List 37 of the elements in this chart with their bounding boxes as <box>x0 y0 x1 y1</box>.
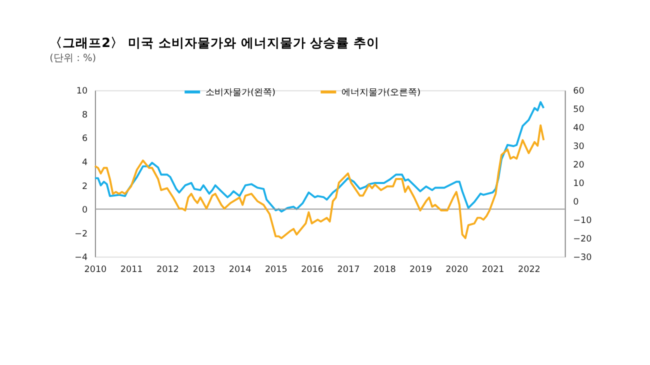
y2-tick-label: 20 <box>573 160 585 171</box>
y2-tick-label: 0 <box>573 198 580 208</box>
chart-title: 〈그래프2〉 미국 소비자물가와 에너지물가 상승률 추이 <box>50 35 380 50</box>
y-tick-label: 10 <box>76 86 88 97</box>
legend-label: 에너지물가(오른쪽) <box>342 88 421 98</box>
y-tick-label: 6 <box>82 134 88 144</box>
y-tick-label: 2 <box>82 182 88 192</box>
x-tick-label: 2010 <box>84 264 108 275</box>
x-tick-label: 2017 <box>337 264 360 275</box>
chart-subtitle: (단위 : %) <box>50 52 96 64</box>
line-series <box>94 101 545 212</box>
y2-tick-label: 10 <box>573 179 585 190</box>
y2-tick-label: −10 <box>573 216 592 226</box>
x-tick-label: 2015 <box>264 264 288 275</box>
y2-tick-label: 40 <box>573 124 585 134</box>
x-tick-label: 2018 <box>373 264 396 275</box>
y2-tick-label: −30 <box>573 253 592 264</box>
y2-tick-label: 60 <box>573 86 585 97</box>
y-tick-label: −4 <box>74 253 88 264</box>
x-tick-label: 2020 <box>446 264 468 275</box>
y-tick-label: −2 <box>74 229 88 240</box>
y2-tick-label: 30 <box>573 142 585 152</box>
line-series <box>94 124 545 240</box>
legend-label: 소비자물가(왼쪽) <box>206 88 276 98</box>
y-tick-label: 0 <box>82 206 88 216</box>
y2-tick-label: 50 <box>573 105 585 116</box>
x-tick-label: 2012 <box>156 264 179 275</box>
x-tick-label: 2019 <box>410 264 432 275</box>
y-tick-label: 4 <box>82 158 88 168</box>
y-tick-label: 8 <box>82 110 88 120</box>
x-tick-label: 2021 <box>482 264 504 275</box>
x-tick-label: 2022 <box>518 264 540 275</box>
x-tick-label: 2011 <box>120 264 143 275</box>
x-tick-label: 2014 <box>228 264 252 275</box>
x-tick-label: 2013 <box>192 264 216 275</box>
y2-tick-label: −20 <box>573 234 592 245</box>
x-tick-label: 2016 <box>301 264 324 275</box>
